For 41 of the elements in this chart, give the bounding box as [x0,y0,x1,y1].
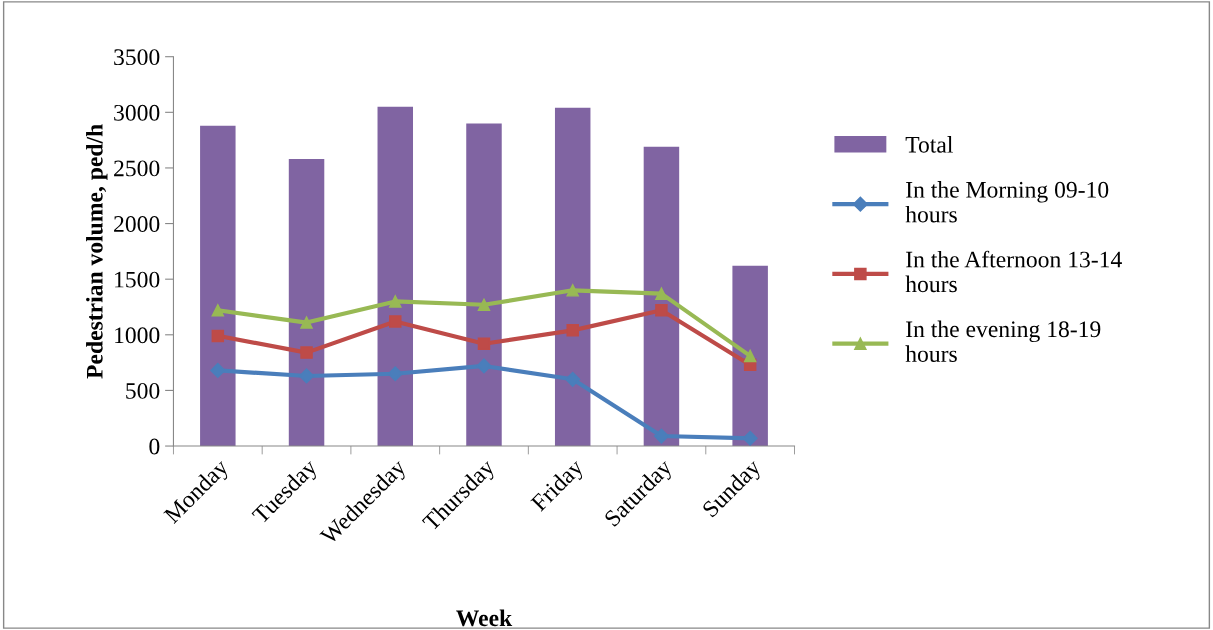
point [742,430,758,446]
point [300,346,313,359]
point [655,287,668,300]
point [211,329,225,343]
point [477,337,491,350]
legend-label: In the evening 18-19 hours [905,320,1101,362]
x-axis-title: Week [456,609,513,627]
point [389,315,402,328]
point [477,298,491,312]
point [211,304,225,317]
point [476,358,492,374]
point [655,304,668,317]
y-tick-label: 3000 [114,104,160,121]
legend-label: In the Morning 09-10 hours [905,181,1109,223]
point [210,362,226,378]
point [566,324,579,337]
bar [643,146,680,447]
point [298,368,315,384]
bar [732,265,768,447]
y-tick-label: 1500 [115,271,160,288]
point [387,366,403,382]
bar [200,125,236,447]
y-tick-label: 2500 [114,160,160,177]
point [566,284,579,297]
point [653,428,670,444]
y-tick-label: 1000 [115,327,160,344]
bar [554,107,591,447]
legend-label: In the Afternoon 13-14 hours [905,250,1122,293]
point [565,371,581,387]
legend-label: Total [905,136,953,153]
y-tick-label: 500 [126,382,160,399]
y-tick-label: 0 [149,438,160,455]
bar [466,123,502,447]
y-tick-label: 3500 [114,49,160,66]
y-axis-title: Pedestrian volume, ped/h [86,124,108,379]
point [300,316,313,329]
bar [377,106,414,447]
point [389,295,402,308]
point [743,349,757,363]
y-tick-label: 2000 [114,216,160,232]
bar [288,159,325,447]
